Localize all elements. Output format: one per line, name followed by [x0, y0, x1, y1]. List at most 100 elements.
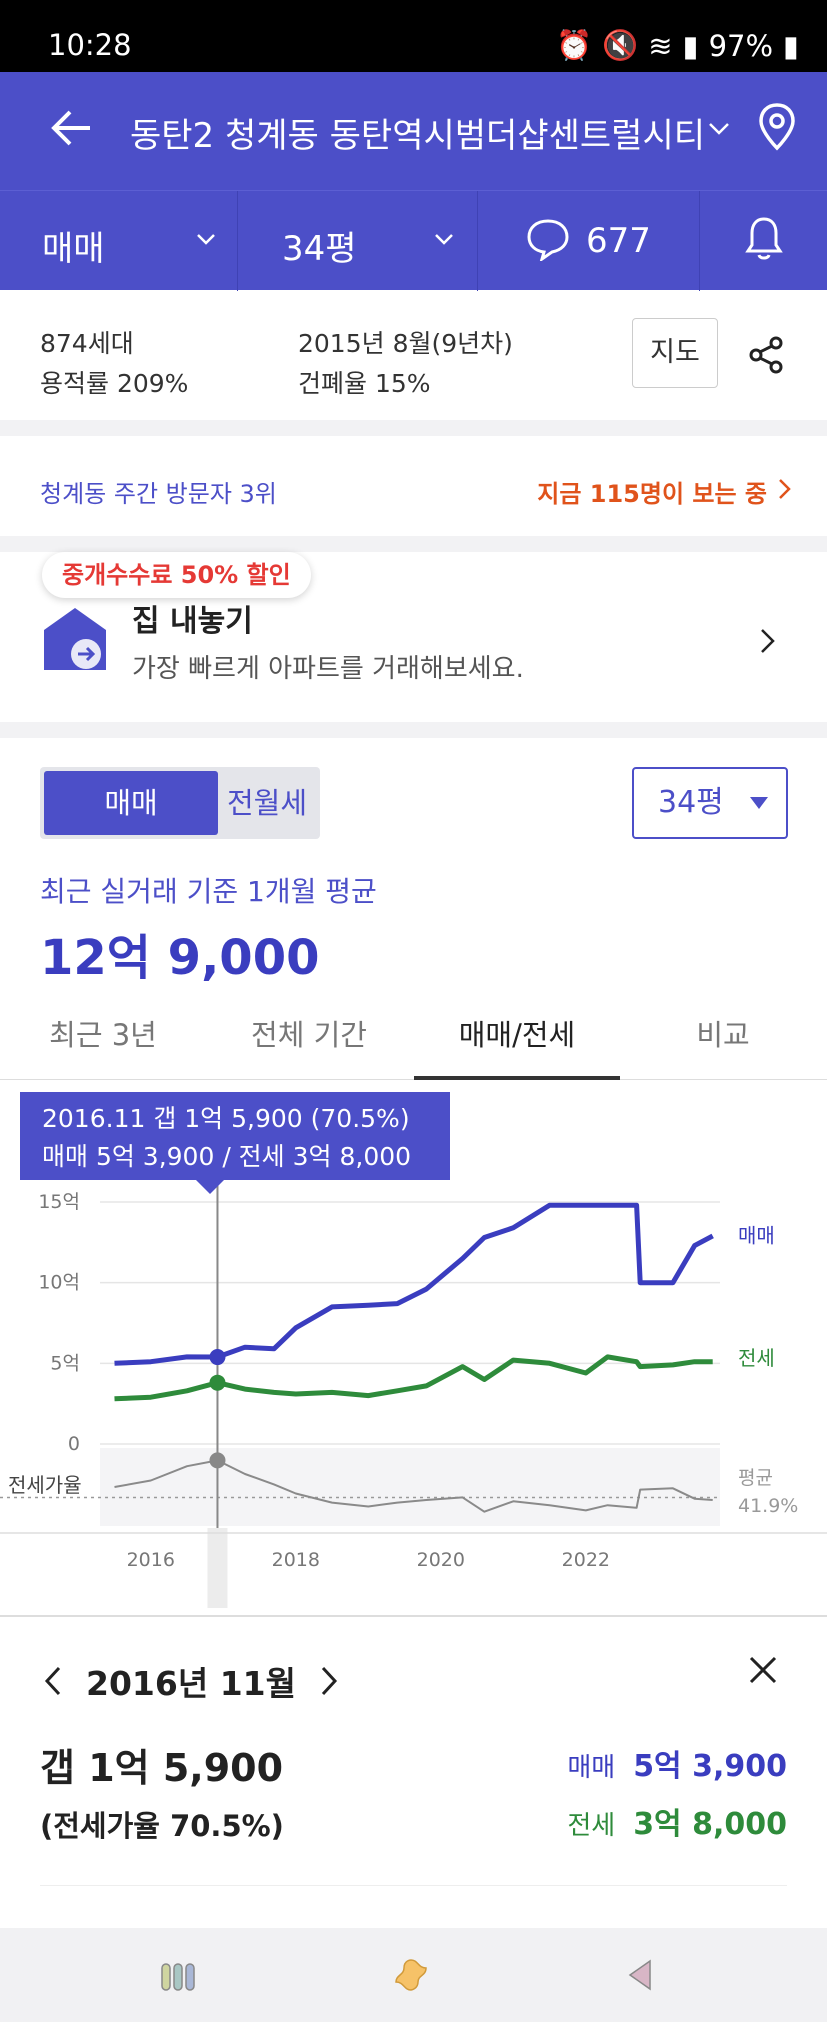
floor-area-ratio: 용적률 209% [40, 369, 189, 398]
wifi-icon: ≋ [648, 28, 673, 63]
app-header: 동탄2 청계동 동탄역시범더샵센트럴시티 [0, 72, 827, 190]
month-navigator: 2016년 11월 [44, 1657, 338, 1705]
bell-icon [745, 217, 783, 260]
y-tick-label: 15억 [38, 1191, 80, 1213]
complex-info: 874세대 용적률 209% 2015년 8월(9년차) 건폐율 15% 지도 [0, 290, 827, 420]
jeonse-price-row: 전세 3억 8,000 [567, 1799, 787, 1843]
system-nav-bar [0, 1928, 827, 2022]
fee-discount-badge: 중개수수료 50% 할인 [42, 552, 311, 598]
close-icon[interactable] [748, 1655, 778, 1685]
notification-button[interactable] [700, 191, 827, 291]
sell-subtitle: 가장 빠르게 아파트를 거래해보세요. [132, 654, 524, 684]
chevron-right-icon [779, 479, 791, 499]
battery-level: 97% [708, 28, 774, 63]
x-tick-label: 2020 [417, 1549, 465, 1571]
map-button[interactable]: 지도 [632, 318, 718, 388]
average-price: 12억 9,000 [40, 930, 320, 986]
chevron-down-icon [435, 234, 453, 245]
jeonse-value: 3억 8,000 [633, 1807, 787, 1842]
y-tick-label: 0 [68, 1433, 80, 1455]
coverage-ratio: 건폐율 15% [298, 369, 431, 398]
filter-bar: 매매 34평 677 [0, 190, 827, 291]
tooltip-line2: 매매 5억 3,900 / 전세 3억 8,000 [42, 1142, 412, 1171]
tab-recent-3y[interactable]: 최근 3년 [49, 1018, 157, 1052]
complex-title[interactable]: 동탄2 청계동 동탄역시범더샵센트럴시티 [130, 116, 706, 156]
comments-button[interactable]: 677 [478, 191, 700, 291]
size-select-label: 34평 [658, 785, 724, 820]
section-divider [0, 420, 827, 436]
share-icon[interactable] [748, 336, 784, 374]
clock: 10:28 [48, 28, 132, 62]
home-icon[interactable] [392, 1956, 430, 1994]
sell-title: 집 내놓기 [132, 604, 253, 639]
jeonse-series-line [114, 1354, 713, 1402]
visitor-banner[interactable]: 청계동 주간 방문자 3위 지금 115명이 보는 중 [0, 436, 827, 536]
recent-apps-icon[interactable] [160, 1962, 196, 1992]
chevron-down-icon [197, 234, 215, 245]
signal-icon: ▮ [682, 28, 699, 63]
households: 874세대 [40, 329, 134, 358]
jeonse-series-label: 전세 [738, 1346, 775, 1370]
selection-band [207, 1528, 228, 1608]
alarm-icon: ⏰ [556, 28, 593, 62]
tooltip-line1: 2016.11 갭 1억 5,900 (70.5%) [42, 1104, 410, 1133]
jeonse-ratio: (전세가율 70.5%) [40, 1809, 284, 1843]
sale-price-row: 매매 5억 3,900 [567, 1741, 787, 1785]
built-date: 2015년 8월(9년차) [298, 329, 513, 358]
trade-type-label: 매매 [42, 229, 105, 269]
chevron-down-icon[interactable] [708, 122, 730, 136]
ratio-average-value: 41.9% [738, 1495, 798, 1517]
section-divider [0, 536, 827, 552]
caret-down-icon [750, 797, 768, 809]
x-tick-label: 2018 [272, 1549, 320, 1571]
jeonse-selected-point [209, 1374, 226, 1391]
chart-tabs: 최근 3년 전체 기간 매매/전세 비교 [0, 1000, 827, 1080]
price-subtitle: 최근 실거래 기준 1개월 평균 [40, 875, 377, 908]
chart-tooltip: 2016.11 갭 1억 5,900 (70.5%) 매매 5억 3,900 /… [20, 1092, 450, 1194]
sell-home-banner[interactable]: 중개수수료 50% 할인 집 내놓기 가장 빠르게 아파트를 거래해보세요. [0, 552, 827, 722]
sale-series-label: 매매 [738, 1223, 775, 1247]
tab-compare[interactable]: 비교 [696, 1018, 750, 1052]
gap-value: 갭 1억 5,900 [40, 1746, 284, 1790]
section-divider [0, 722, 827, 738]
chevron-right-icon [761, 629, 775, 653]
section-divider [0, 1615, 827, 1617]
sale-series-line [114, 1202, 714, 1366]
x-tick-label: 2022 [562, 1549, 610, 1571]
trade-type-dropdown[interactable]: 매매 [0, 191, 238, 291]
sale-label: 매매 [567, 1753, 616, 1783]
y-tick-label: 10억 [38, 1272, 80, 1294]
toggle-rent[interactable]: 전월세 [226, 786, 308, 820]
back-arrow-icon[interactable] [50, 106, 94, 150]
house-arrow-icon [44, 608, 106, 670]
sale-value: 5억 3,900 [633, 1749, 787, 1784]
ratio-label: 전세가율 [8, 1473, 82, 1497]
toggle-sale[interactable]: 매매 [44, 771, 218, 835]
chevron-left-icon[interactable] [44, 1666, 62, 1696]
trade-toggle: 매매 전월세 [40, 767, 320, 839]
size-dropdown[interactable]: 34평 [238, 191, 478, 291]
chevron-right-icon[interactable] [320, 1666, 338, 1696]
detail-panel: 2016년 11월 갭 1억 5,900 (전세가율 70.5%) 매매 5억 3… [0, 1615, 827, 1935]
now-viewing: 지금 115명이 보는 중 [537, 480, 767, 508]
back-icon[interactable] [626, 1958, 654, 1992]
ratio-average-label: 평균 [738, 1467, 773, 1489]
battery-icon: ▮ [783, 28, 799, 63]
ratio-selected-point [209, 1452, 226, 1469]
visitor-rank: 청계동 주간 방문자 3위 [40, 480, 277, 508]
jeonse-label: 전세 [567, 1811, 616, 1841]
y-tick-label: 5억 [50, 1352, 80, 1374]
ratio-series-line [114, 1459, 713, 1513]
location-pin-icon[interactable] [758, 102, 796, 152]
detail-month: 2016년 11월 [86, 1664, 296, 1703]
size-select[interactable]: 34평 [632, 767, 788, 839]
status-bar: 10:28 ⏰ 🔇 ≋ ▮ 97% ▮ [0, 0, 827, 72]
size-label: 34평 [282, 229, 357, 269]
tab-sale-jeonse[interactable]: 매매/전세 [414, 1012, 620, 1080]
ratio-band [100, 1448, 720, 1526]
sale-selected-point [209, 1349, 226, 1366]
divider [40, 1885, 787, 1886]
status-icons: ⏰ 🔇 ≋ ▮ 97% ▮ [556, 28, 799, 63]
tab-all-period[interactable]: 전체 기간 [251, 1018, 367, 1052]
